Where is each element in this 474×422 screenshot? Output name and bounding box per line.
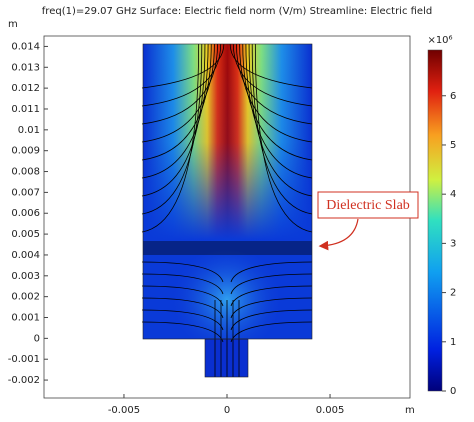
streamline [141, 43, 200, 233]
annotation-box [317, 191, 419, 219]
streamline [251, 43, 313, 215]
port-edge [204, 338, 249, 378]
colorbar-tick-label: 4 [450, 189, 456, 200]
lower-field [143, 240, 312, 339]
streamline [141, 43, 225, 89]
y-tick-label: 0.008 [11, 167, 40, 178]
y-tick-label: 0.003 [11, 271, 40, 282]
y-tick-label: 0.012 [11, 83, 40, 94]
y-tick-label: -0.001 [8, 354, 40, 365]
port [205, 339, 248, 377]
y-axis-label: m [8, 19, 18, 30]
upper-fade [143, 44, 312, 240]
x-tick-label: 0.005 [316, 405, 345, 416]
colorbar-label: ×10⁶ [427, 35, 452, 46]
y-tick-label: 0.005 [11, 229, 40, 240]
streamline [141, 43, 218, 125]
streamline [141, 43, 209, 179]
streamline [242, 43, 313, 161]
streamline [254, 43, 313, 233]
streamline [141, 43, 206, 197]
streamline [141, 43, 212, 161]
streamline [248, 43, 313, 197]
streamline [236, 43, 313, 125]
y-tick-label: 0.009 [11, 146, 40, 157]
colorbar-tick-label: 2 [450, 288, 456, 299]
annotation: Dielectric Slab [326, 198, 410, 213]
streamlines [141, 43, 313, 377]
streamline [245, 43, 313, 179]
y-tick-label: 0.01 [18, 125, 40, 136]
streamline [141, 261, 224, 283]
y-tick-label: 0.013 [11, 62, 40, 73]
x-tick-label: 0 [224, 405, 230, 416]
streamline [229, 43, 313, 89]
field [141, 43, 313, 378]
y-tick-label: 0.006 [11, 208, 40, 219]
colorbar-tick-label: 3 [450, 238, 456, 249]
y-tick-label: 0.001 [11, 313, 40, 324]
title: freq(1)=29.07 GHz Surface: Electric fiel… [42, 6, 432, 17]
colorbar-tick-label: 6 [450, 91, 456, 102]
streamline [141, 273, 224, 295]
y-tick-label: 0.011 [11, 104, 40, 115]
x-axis-label: m [405, 405, 415, 416]
streamline [141, 43, 203, 215]
colorbar-tick-label: 0 [450, 386, 456, 397]
y-tick-label: 0.014 [11, 41, 40, 52]
y-tick-label: 0.007 [11, 187, 40, 198]
y-tick-label: 0.002 [11, 292, 40, 303]
colorbar-tick-label: 1 [450, 337, 456, 348]
annotation-arrow [318, 218, 359, 251]
y-tick-label: 0 [34, 333, 40, 344]
colorbar-tick-label: 5 [450, 140, 456, 151]
x-tick-label: -0.005 [108, 405, 140, 416]
y-tick-label: -0.002 [8, 375, 40, 386]
streamline [230, 273, 313, 295]
y-tick-label: 0.004 [11, 250, 40, 261]
streamline [230, 261, 313, 283]
colorbar [427, 49, 443, 392]
